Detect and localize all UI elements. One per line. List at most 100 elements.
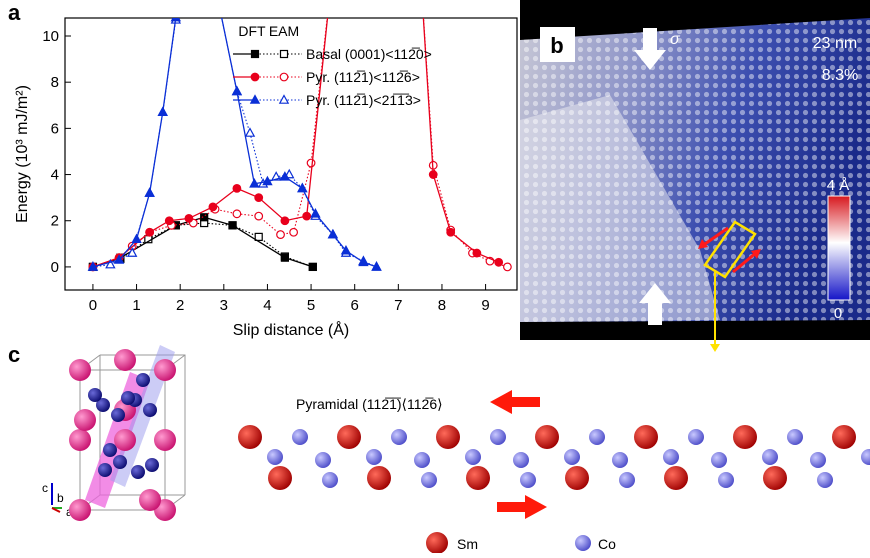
marker xyxy=(278,94,290,104)
panel-label: a xyxy=(8,0,21,25)
sm-atom xyxy=(114,429,136,451)
co-atom xyxy=(136,373,150,387)
legend-label: Sm xyxy=(457,536,478,552)
marker xyxy=(310,208,321,218)
legend-marker xyxy=(426,532,448,554)
marker xyxy=(164,216,174,226)
sm-atom xyxy=(74,409,96,431)
sm-atom xyxy=(634,425,658,449)
atom-texture xyxy=(520,18,870,322)
marker xyxy=(358,256,369,267)
co-atom xyxy=(322,472,338,488)
co-atom xyxy=(88,388,102,402)
marker xyxy=(494,257,504,267)
co-atom xyxy=(267,449,283,465)
marker xyxy=(302,211,312,221)
co-atom xyxy=(414,452,430,468)
marker xyxy=(228,221,237,230)
shear-arrow-head xyxy=(751,249,761,259)
sm-atom xyxy=(832,425,856,449)
marker xyxy=(145,227,155,237)
eam-line xyxy=(92,18,508,268)
marker xyxy=(327,228,339,239)
sm-atom xyxy=(268,466,292,490)
marker xyxy=(244,127,256,137)
sm-atom xyxy=(466,466,490,490)
time-label: 23 nm xyxy=(813,35,857,52)
marker xyxy=(472,248,482,258)
co-atom xyxy=(520,472,536,488)
marker xyxy=(279,72,289,82)
crystal-panel: c c b a Pyramidal (112̅1̅)⟨112̅6⟩ Sm Co xyxy=(8,342,870,554)
shear-arrow xyxy=(732,250,758,274)
y-tick-label: 6 xyxy=(51,120,59,137)
sm-atom xyxy=(733,425,757,449)
x-tick-label: 2 xyxy=(176,297,184,314)
marker xyxy=(126,247,138,257)
marker xyxy=(254,211,264,221)
y-tick-label: 4 xyxy=(51,167,59,184)
co-atom xyxy=(465,449,481,465)
co-atom xyxy=(131,465,145,479)
marker xyxy=(340,244,352,255)
x-tick-label: 0 xyxy=(89,297,97,314)
co-atom xyxy=(315,452,331,468)
marker xyxy=(446,227,456,237)
co-atom xyxy=(688,429,704,445)
marker xyxy=(280,253,289,262)
co-atom xyxy=(98,463,112,477)
marker xyxy=(231,85,243,96)
x-tick-label: 3 xyxy=(220,297,228,314)
marker xyxy=(232,184,242,193)
co-atom xyxy=(564,449,580,465)
axis-label: b xyxy=(57,491,64,505)
marker xyxy=(87,261,99,271)
colorbar xyxy=(827,195,851,301)
slip-system-label: Pyramidal (112̅1̅)⟨112̅6⟩ xyxy=(296,396,443,412)
co-atom xyxy=(612,452,628,468)
legend: DFT EAM Basal (0001)<112̅0> Pyr. (112̅1)<11… xyxy=(233,23,432,108)
sm-atom xyxy=(565,466,589,490)
sm-atom xyxy=(114,349,136,371)
strain-label: 8.3% xyxy=(822,67,858,84)
dft-line xyxy=(92,18,499,268)
marker xyxy=(113,254,125,264)
co-atom xyxy=(663,449,679,465)
co-atom xyxy=(391,429,407,445)
y-tick-label: 0 xyxy=(51,259,59,276)
marker xyxy=(276,230,285,239)
y-tick-label: 2 xyxy=(51,213,59,230)
marker xyxy=(249,94,261,104)
marker xyxy=(306,158,316,168)
sm-atom xyxy=(69,429,91,451)
y-axis-label: Energy (10³ mJ/m²) xyxy=(14,85,31,223)
shear-arrow xyxy=(490,390,540,414)
shear-arrow-head xyxy=(698,239,708,249)
marker xyxy=(200,213,209,222)
co-atom xyxy=(861,449,870,465)
marker xyxy=(144,187,155,197)
marker xyxy=(503,262,512,272)
axis-a xyxy=(51,507,61,513)
co-atom xyxy=(711,452,727,468)
marker xyxy=(289,227,299,237)
sm-atom xyxy=(337,425,361,449)
x-tick-label: 6 xyxy=(351,297,359,314)
co-atom xyxy=(111,408,125,422)
legend-label: Basal (0001)<112̅0> xyxy=(306,46,432,62)
co-atom xyxy=(817,472,833,488)
micrograph-panel: b σ 23 nm 8.3% 4 Å 0 xyxy=(520,0,870,352)
sm-atom xyxy=(367,466,391,490)
legend-marker xyxy=(575,535,591,551)
co-atom xyxy=(145,458,159,472)
co-atom xyxy=(787,429,803,445)
co-atom xyxy=(718,472,734,488)
legend-header: EAM xyxy=(269,23,299,39)
axis-label: c xyxy=(42,481,48,495)
marker xyxy=(232,209,242,219)
sm-atom xyxy=(436,425,460,449)
colorbar-min: 0 xyxy=(834,305,842,322)
marker xyxy=(254,232,263,241)
co-atom xyxy=(762,449,778,465)
co-atom xyxy=(103,443,117,457)
